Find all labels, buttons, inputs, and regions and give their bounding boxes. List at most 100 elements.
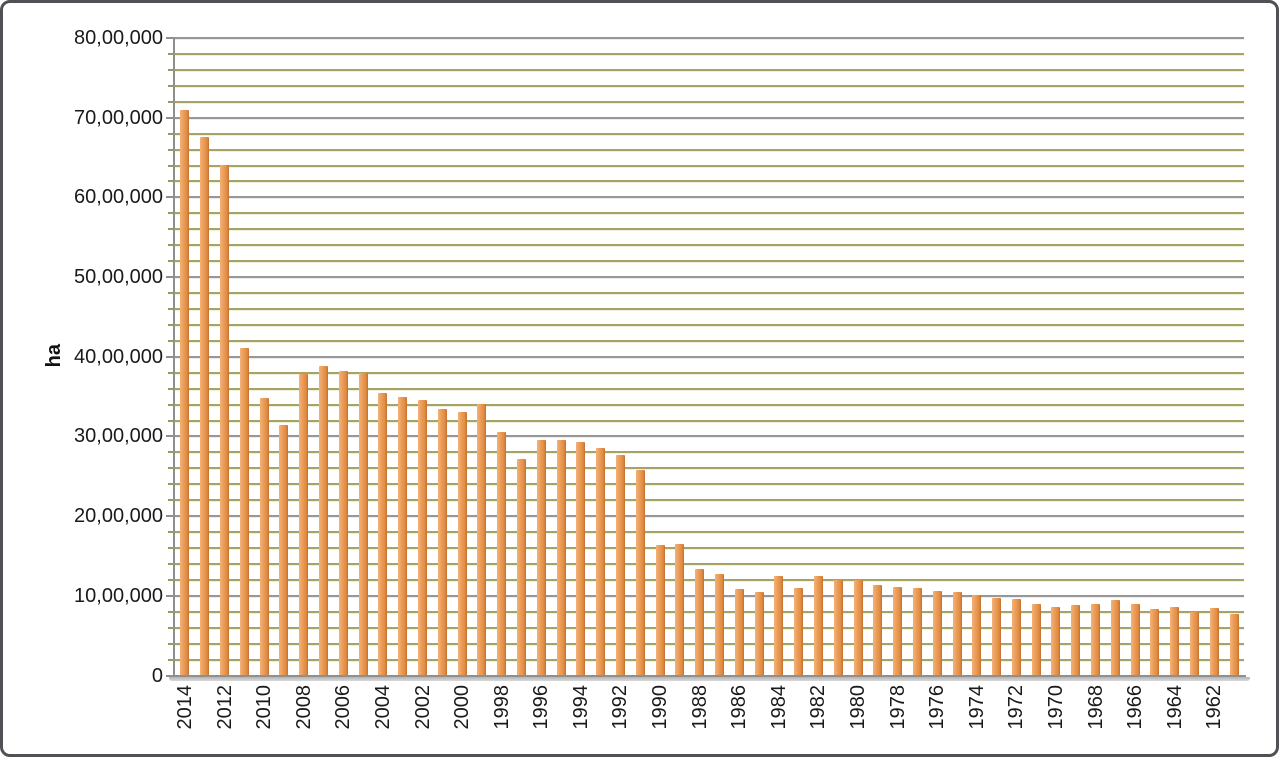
x-axis-label-1982: 1982: [807, 685, 830, 730]
bar-1983: [794, 588, 804, 676]
bar-1977: [912, 588, 922, 676]
x-axis-label-1966: 1966: [1124, 685, 1147, 730]
bar-1973: [992, 597, 1001, 676]
minor-gridline: [175, 52, 1244, 55]
minor-gridline: [175, 307, 1244, 310]
bar-1986: [734, 589, 744, 676]
bar-1967: [1110, 599, 1120, 676]
x-axis-label-1988: 1988: [688, 685, 711, 730]
bar-1997: [516, 459, 526, 676]
y-axis-tick: [168, 387, 175, 390]
major-gridline: [175, 196, 1244, 199]
x-axis-label-2014: 2014: [173, 685, 196, 730]
minor-gridline: [175, 626, 1244, 629]
x-axis-label-1990: 1990: [649, 685, 671, 730]
y-axis-tick: [166, 515, 175, 518]
minor-gridline: [175, 148, 1244, 151]
major-gridline: [175, 355, 1244, 358]
minor-gridline: [175, 562, 1244, 565]
y-axis-label: 50,00,000: [74, 266, 163, 289]
minor-gridline: [175, 132, 1244, 135]
y-axis-tick: [166, 37, 175, 39]
bar-1968: [1091, 604, 1100, 676]
minor-gridline: [175, 499, 1244, 502]
plot-area: [175, 37, 1244, 676]
minor-gridline: [175, 451, 1244, 454]
y-axis-tick: [166, 196, 175, 199]
y-axis-tick: [168, 547, 175, 549]
bar-1971: [1031, 603, 1041, 676]
x-axis-label-1976: 1976: [926, 685, 949, 730]
bar-2008: [299, 374, 309, 676]
y-axis-tick: [168, 260, 175, 263]
bar-2005: [358, 373, 368, 676]
bar-1965: [1150, 609, 1160, 676]
major-gridline: [175, 515, 1244, 518]
x-axis-label-1968: 1968: [1084, 685, 1107, 730]
y-axis-tick: [168, 403, 175, 406]
bar-2011: [239, 347, 249, 676]
bar-2000: [457, 412, 467, 676]
y-axis-tick: [168, 292, 175, 294]
bar-1981: [833, 579, 843, 676]
minor-gridline: [175, 260, 1244, 263]
bar-1961: [1229, 613, 1239, 676]
y-axis-label: 70,00,000: [74, 106, 163, 129]
x-axis-shadow: [169, 677, 1250, 681]
y-axis-tick: [168, 499, 175, 502]
y-axis-label: 60,00,000: [74, 186, 163, 209]
y-axis-tick: [168, 164, 175, 167]
y-axis-tick: [168, 132, 175, 135]
minor-gridline: [175, 483, 1244, 486]
y-axis-tick: [168, 180, 175, 183]
minor-gridline: [175, 547, 1244, 549]
y-axis-tick: [166, 674, 175, 677]
y-axis-tick: [168, 626, 175, 629]
y-axis-tick: [168, 467, 175, 470]
y-axis-tick: [168, 100, 175, 103]
minor-gridline: [175, 68, 1244, 71]
minor-gridline: [175, 419, 1244, 422]
bar-1980: [853, 580, 863, 676]
minor-gridline: [175, 100, 1244, 103]
bar-1975: [952, 592, 962, 676]
y-axis-tick: [168, 562, 175, 565]
bar-1982: [813, 576, 823, 676]
bar-1993: [596, 448, 606, 676]
bar-2001: [437, 409, 447, 676]
y-axis-tick: [168, 371, 175, 374]
y-axis-tick: [168, 658, 175, 661]
bar-1988: [695, 569, 705, 676]
minor-gridline: [175, 84, 1244, 87]
x-axis-label-1996: 1996: [530, 685, 553, 730]
y-axis-tick: [168, 228, 175, 231]
x-axis-label-1992: 1992: [609, 685, 632, 730]
x-axis-label-1980: 1980: [847, 685, 869, 730]
x-axis-label-1986: 1986: [728, 685, 751, 730]
x-axis-label-2008: 2008: [292, 685, 315, 730]
major-gridline: [175, 276, 1244, 279]
minor-gridline: [175, 292, 1244, 294]
minor-gridline: [175, 323, 1244, 326]
bar-2012: [220, 165, 229, 676]
y-axis-label: 20,00,000: [74, 505, 163, 528]
y-axis-tick: [168, 531, 175, 534]
bar-1996: [536, 440, 546, 676]
y-axis-tick: [168, 52, 175, 55]
y-axis-tick: [168, 212, 175, 215]
bar-2003: [398, 397, 408, 676]
bar-1964: [1170, 606, 1180, 676]
x-axis-label-1984: 1984: [767, 685, 790, 730]
bar-1962: [1209, 607, 1219, 676]
bar-1992: [615, 455, 625, 676]
minor-gridline: [175, 371, 1244, 374]
bar-1999: [477, 403, 487, 676]
bar-2007: [319, 366, 328, 676]
bar-1979: [873, 585, 883, 676]
x-axis-line: [173, 675, 1246, 677]
y-axis-tick: [166, 355, 175, 358]
bar-1995: [556, 440, 566, 676]
bar-1963: [1190, 612, 1199, 676]
y-axis-tick: [168, 307, 175, 310]
x-axis-label-1998: 1998: [490, 685, 513, 730]
